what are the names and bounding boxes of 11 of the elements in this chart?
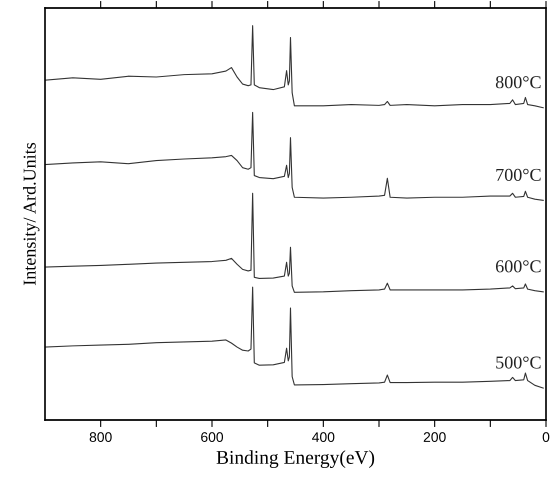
series-label: 500°C — [496, 356, 541, 369]
x-tick-label: 600 — [201, 432, 224, 442]
x-tick-label: 400 — [312, 432, 334, 442]
y-axis-title: Intensity/ Ard.Units — [23, 142, 40, 286]
x-axis-title: Binding Energy(eV) — [216, 450, 374, 468]
x-tick-label: 0 — [542, 432, 550, 442]
x-tick-label: 200 — [424, 432, 446, 442]
series-label: 800°C — [496, 76, 541, 88]
series-label: 700°C — [496, 168, 541, 181]
series-label: 600°C — [496, 260, 541, 272]
x-tick-label: 800 — [90, 432, 112, 442]
